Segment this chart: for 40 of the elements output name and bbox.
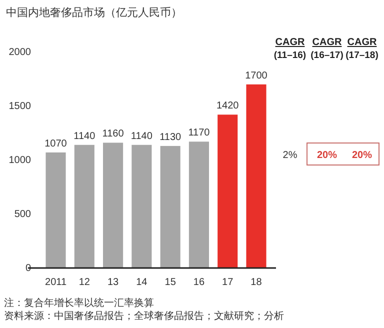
- bar: [74, 144, 94, 268]
- data-label: 1130: [160, 132, 182, 143]
- bar: [103, 142, 124, 268]
- x-tick-label: 18: [250, 277, 262, 288]
- text: 2%: [282, 150, 298, 161]
- x-tick-label: 14: [136, 277, 148, 288]
- text: 20%: [316, 150, 338, 161]
- data-label: 1140: [74, 130, 96, 142]
- x-tick-label: 17: [222, 277, 234, 288]
- text: CAGR: [312, 37, 342, 48]
- text: 20%: [352, 150, 372, 161]
- text: (17–18): [346, 50, 378, 61]
- y-tick-label: 1000: [8, 155, 32, 166]
- text: (16–17): [310, 50, 344, 61]
- bar: [188, 142, 209, 268]
- x-tick-label: 12: [78, 277, 90, 288]
- bar: [246, 84, 266, 268]
- y-tick-label: 1500: [8, 101, 32, 112]
- y-tick-label: 500: [14, 209, 32, 220]
- bar: [160, 146, 180, 268]
- text: 资料来源：中国奢侈品报告；全球奢侈品报告；文献研究；分析: [4, 310, 284, 322]
- text: 注：复合年增长率以统一汇率换算: [4, 297, 154, 309]
- x-tick-label: 16: [193, 277, 205, 288]
- text: CAGR: [347, 37, 378, 48]
- bar: [218, 114, 238, 268]
- text: CAGR: [275, 37, 306, 48]
- chart-title: 中国内地奢侈品市场（亿元人民币）: [6, 6, 182, 19]
- bar: [132, 144, 152, 268]
- x-tick-label: 2011: [44, 277, 67, 288]
- data-label: 1160: [102, 128, 124, 140]
- y-tick-label: 2000: [8, 47, 32, 58]
- annotation: (11–16): [274, 50, 306, 61]
- data-label: 1420: [216, 100, 240, 112]
- data-label: 1140: [130, 130, 153, 142]
- x-tick-label: 13: [107, 277, 120, 288]
- data-label: 1070: [44, 138, 68, 150]
- x-tick-label: 15: [164, 277, 176, 288]
- data-label: 1700: [245, 70, 268, 82]
- bar: [46, 152, 66, 268]
- data-label: 1170: [188, 128, 210, 139]
